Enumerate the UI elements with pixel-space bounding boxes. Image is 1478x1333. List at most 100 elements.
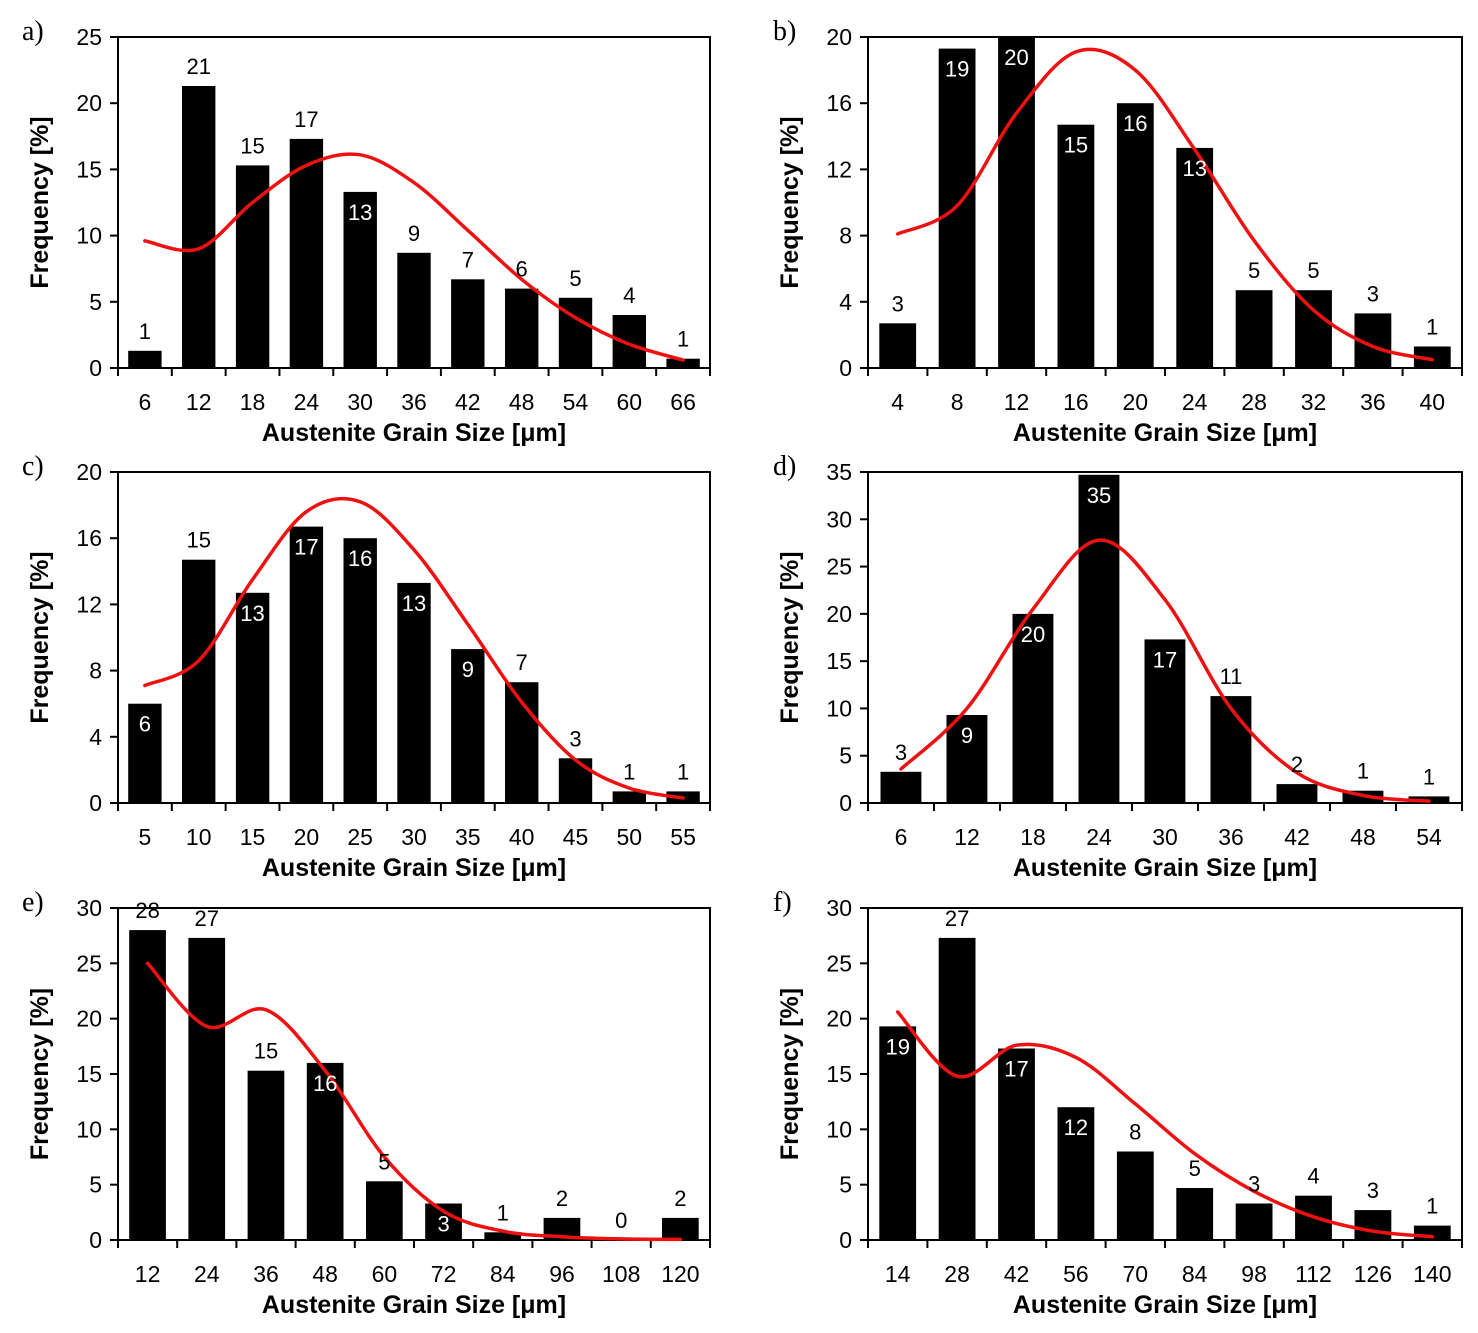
- x-tick-label: 112: [1295, 1261, 1332, 1287]
- bar: [188, 937, 226, 1240]
- data-label: 17: [1153, 647, 1177, 672]
- fit-curve: [895, 1010, 1435, 1239]
- data-label: 11: [1220, 664, 1243, 689]
- y-tick-label: 25: [826, 554, 852, 580]
- x-tick-label: 126: [1354, 1261, 1392, 1287]
- bar: [558, 758, 593, 803]
- bar: [1078, 474, 1120, 803]
- y-axis-title: Frequency [%]: [26, 551, 54, 723]
- bar: [1144, 639, 1186, 803]
- data-label: 17: [1004, 1057, 1028, 1082]
- x-tick-label: 42: [1284, 824, 1310, 850]
- bar: [451, 279, 485, 368]
- data-label: 9: [408, 221, 420, 246]
- bar: [662, 1217, 699, 1240]
- y-tick-label: 20: [76, 1006, 102, 1032]
- panel-letter: c): [22, 451, 44, 482]
- x-tick-label: 8: [951, 389, 964, 415]
- x-tick-label: 4: [891, 389, 904, 415]
- x-tick-label: 36: [401, 389, 427, 415]
- plot-frame: [867, 471, 1463, 804]
- x-tick-label: 12: [1004, 389, 1030, 415]
- x-tick-label: 54: [563, 389, 589, 415]
- bar: [235, 165, 270, 368]
- y-tick-label: 10: [76, 223, 102, 249]
- bar: [880, 771, 922, 803]
- data-label: 20: [1004, 45, 1028, 70]
- data-label: 15: [1064, 133, 1088, 158]
- bar: [235, 592, 270, 803]
- y-tick-label: 5: [89, 289, 102, 315]
- x-tick-label: 140: [1413, 1261, 1451, 1287]
- data-label: 3: [895, 740, 907, 765]
- panel-letter: f): [773, 887, 792, 918]
- data-label: 1: [677, 327, 689, 352]
- bar: [1057, 1107, 1095, 1240]
- y-tick-label: 10: [826, 695, 852, 721]
- x-tick-label: 66: [670, 389, 696, 415]
- x-tick-label: 10: [186, 824, 212, 850]
- data-label: 3: [892, 291, 904, 316]
- y-tick-label: 15: [76, 1061, 102, 1087]
- bar: [128, 703, 162, 803]
- x-tick-label: 48: [509, 389, 535, 415]
- x-tick-label: 42: [1004, 1261, 1030, 1287]
- bar: [397, 582, 431, 803]
- y-tick-label: 10: [826, 1116, 852, 1142]
- data-label: 2: [556, 1186, 568, 1211]
- data-label: 3: [1367, 1178, 1379, 1203]
- data-label: 12: [1064, 1115, 1088, 1140]
- bar: [1176, 1188, 1214, 1240]
- x-tick-label: 45: [563, 824, 589, 850]
- y-axis-title: Frequency [%]: [26, 116, 54, 288]
- data-label: 1: [497, 1200, 509, 1225]
- x-tick-label: 48: [1350, 824, 1376, 850]
- y-tick-label: 20: [826, 601, 852, 627]
- x-tick-label: 24: [1182, 389, 1208, 415]
- y-tick-label: 25: [76, 24, 102, 50]
- x-tick-label: 40: [1420, 389, 1446, 415]
- y-axis-title: Frequency [%]: [776, 116, 804, 288]
- x-tick-label: 42: [455, 389, 481, 415]
- y-tick-label: 0: [89, 790, 102, 816]
- x-tick-label: 30: [347, 389, 373, 415]
- bar: [612, 315, 646, 368]
- x-tick-label: 96: [549, 1261, 575, 1287]
- data-label: 27: [945, 906, 969, 931]
- x-tick-label: 6: [895, 824, 908, 850]
- data-label: 17: [294, 535, 318, 560]
- data-label: 1: [1423, 764, 1435, 789]
- bar: [289, 526, 324, 803]
- data-label: 9: [462, 657, 474, 682]
- x-tick-label: 120: [661, 1261, 699, 1287]
- data-label: 19: [885, 1034, 909, 1059]
- bar: [343, 191, 377, 368]
- x-tick-label: 70: [1123, 1261, 1149, 1287]
- x-tick-label: 36: [253, 1261, 279, 1287]
- x-tick-label: 18: [1020, 824, 1046, 850]
- panel-letter: b): [773, 16, 796, 47]
- y-tick-label: 15: [826, 648, 852, 674]
- x-tick-label: 25: [347, 824, 373, 850]
- bar: [1116, 103, 1154, 368]
- fit-curve: [895, 47, 1435, 362]
- x-tick-label: 36: [1218, 824, 1244, 850]
- x-tick-label: 98: [1241, 1261, 1267, 1287]
- y-tick-label: 0: [839, 355, 852, 381]
- y-tick-label: 25: [76, 950, 102, 976]
- x-tick-label: 56: [1063, 1261, 1089, 1287]
- data-label: 3: [437, 1211, 449, 1236]
- bar: [1210, 696, 1252, 803]
- bar: [397, 252, 431, 368]
- x-tick-label: 24: [194, 1261, 220, 1287]
- y-tick-label: 16: [76, 525, 102, 551]
- panel-letter: d): [773, 451, 796, 482]
- data-label: 15: [254, 1039, 278, 1064]
- bar: [1295, 290, 1332, 368]
- data-label: 3: [569, 726, 581, 751]
- bar: [1276, 784, 1318, 803]
- data-label: 13: [1182, 156, 1206, 181]
- y-tick-label: 8: [839, 223, 852, 249]
